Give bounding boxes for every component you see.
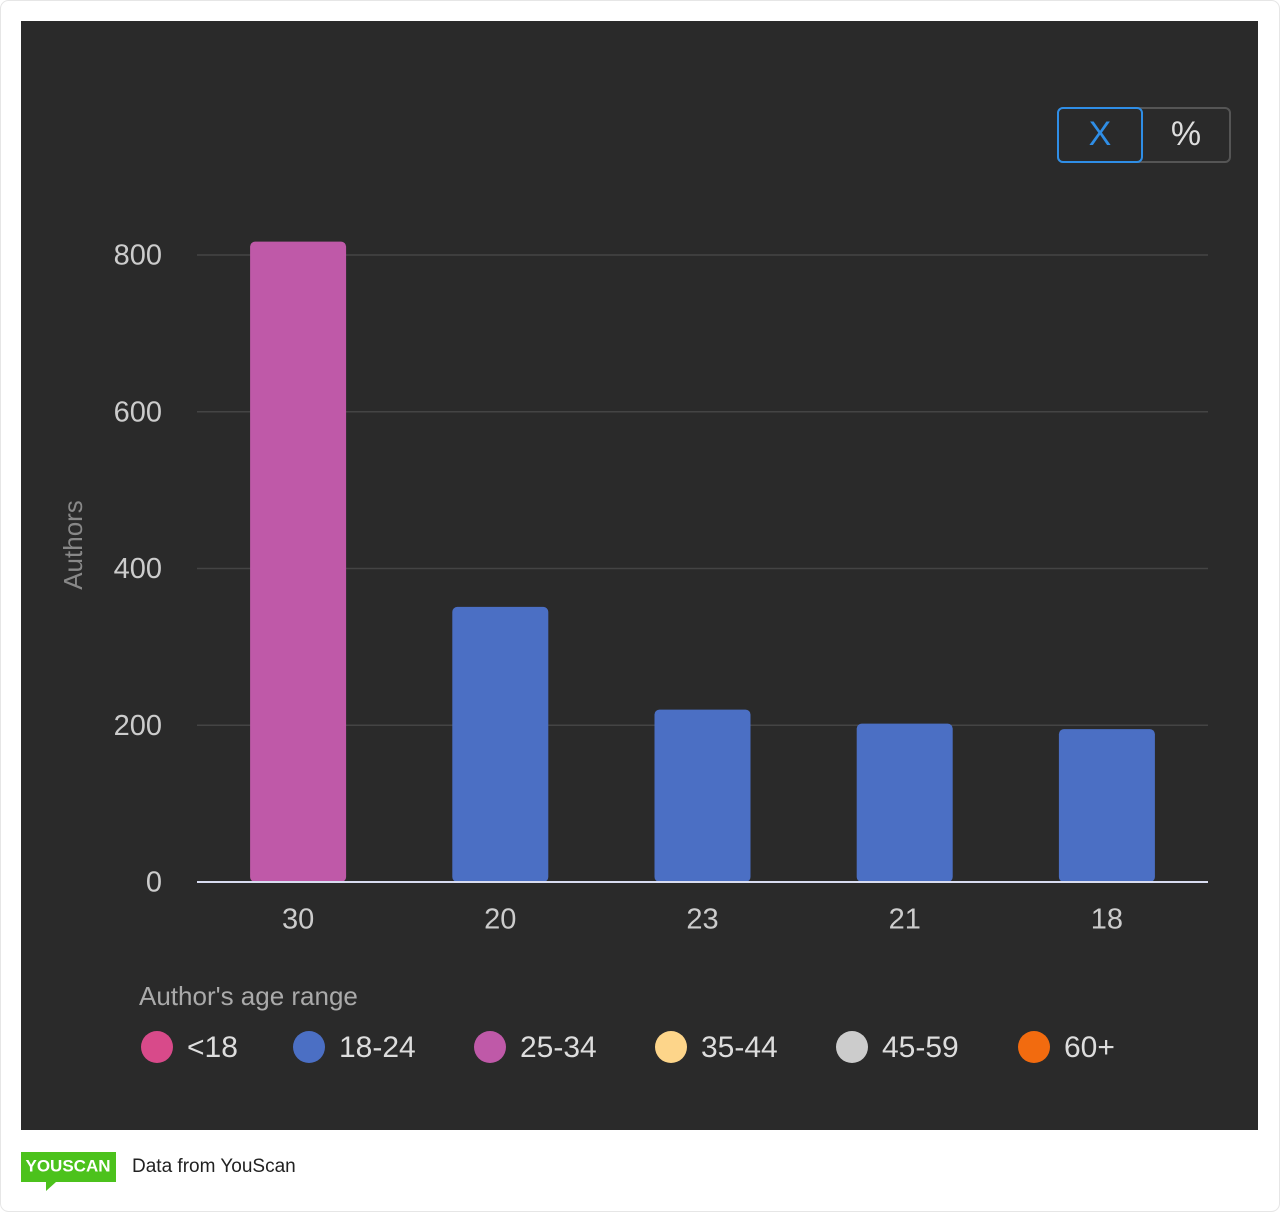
bar — [654, 709, 751, 882]
legend-label: 35-44 — [701, 1031, 778, 1064]
x-tick-label: 18 — [1091, 904, 1123, 936]
logo-badge — [21, 1152, 116, 1191]
bar — [250, 241, 347, 882]
y-tick-label: 200 — [114, 710, 162, 742]
legend-label: 25-34 — [520, 1031, 597, 1064]
legend-swatch — [293, 1031, 325, 1063]
bar — [856, 723, 953, 882]
toggle-label[interactable]: X — [1089, 115, 1112, 153]
legend-label: <18 — [187, 1031, 238, 1064]
legend-label: 60+ — [1064, 1031, 1115, 1064]
toggle-absolute[interactable] — [1057, 107, 1143, 163]
logo-text: YOUSCAN — [25, 1156, 110, 1175]
legend-swatch — [141, 1031, 173, 1063]
legend-swatch — [836, 1031, 868, 1063]
x-tick-label: 21 — [889, 904, 921, 936]
x-tick-label: 23 — [686, 904, 718, 936]
y-axis-label: Authors — [58, 500, 88, 590]
legend-swatch — [655, 1031, 687, 1063]
x-tick-label: 20 — [484, 904, 516, 936]
legend-title: Author's age range — [139, 981, 358, 1011]
footer-text: Data from YouScan — [132, 1156, 296, 1177]
y-tick-label: 600 — [114, 396, 162, 428]
x-tick-label: 30 — [282, 904, 314, 936]
legend-swatch — [1018, 1031, 1050, 1063]
y-tick-label: 400 — [114, 553, 162, 585]
y-tick-label: 0 — [146, 867, 162, 899]
bar — [1058, 729, 1155, 882]
legend-swatch — [474, 1031, 506, 1063]
toggle-label[interactable]: % — [1171, 115, 1201, 153]
legend-label: 18-24 — [339, 1031, 416, 1064]
legend-label: 45-59 — [882, 1031, 959, 1064]
bar — [452, 606, 549, 882]
y-tick-label: 800 — [114, 240, 162, 272]
chart-panel — [21, 21, 1258, 1130]
